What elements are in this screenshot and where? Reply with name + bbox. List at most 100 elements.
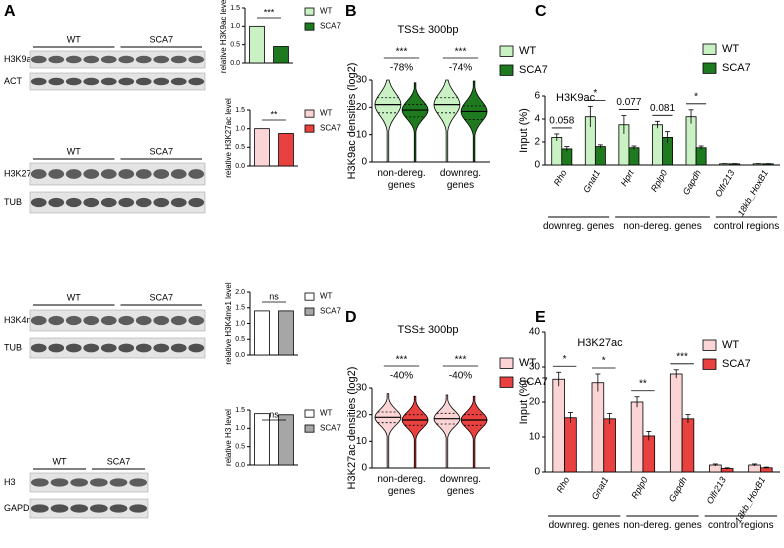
blot-band xyxy=(48,343,65,353)
blot-band xyxy=(153,343,170,353)
blot-band xyxy=(170,315,187,326)
blot-band xyxy=(153,77,170,86)
legend-label: SCA7 xyxy=(320,22,341,31)
bar xyxy=(669,373,683,473)
chart-title: TSS± 300bp xyxy=(397,324,458,336)
blot-band xyxy=(48,197,65,208)
violin xyxy=(401,395,429,469)
group-label-box: downreg. genes xyxy=(542,221,615,232)
blot-row-label: H3K27ac xyxy=(4,168,42,178)
blot-band xyxy=(83,343,100,353)
y-tick-label: 0 xyxy=(534,160,540,171)
blot-band xyxy=(135,197,152,208)
y-tick-label: 2 xyxy=(534,137,540,148)
blot-band xyxy=(170,55,187,64)
bar xyxy=(642,435,656,473)
blot-band xyxy=(83,197,100,208)
bar xyxy=(594,146,606,166)
blot-band xyxy=(100,169,117,179)
y-tick-label: 20 xyxy=(356,102,368,113)
x-tick-label: Gapdh xyxy=(667,475,689,503)
blot-band xyxy=(83,77,100,86)
blot-band xyxy=(135,343,152,353)
blot-row-label: ACT xyxy=(4,76,23,86)
y-axis-label: relative H3K27ac level xyxy=(224,98,233,178)
y-tick-label: 30 xyxy=(356,75,368,86)
group-label-box: non-dereg. genes xyxy=(623,221,701,232)
blot-band xyxy=(170,197,187,208)
blot-image xyxy=(29,162,206,186)
x-tick-label-box: downreg. genes xyxy=(440,474,481,497)
blot-group-label: SCA7 xyxy=(149,292,173,302)
legend-swatch xyxy=(702,358,717,370)
y-tick-label: 10 xyxy=(356,129,368,140)
significance-label: 0.081 xyxy=(650,103,675,114)
blot-image xyxy=(29,191,206,214)
blot-band xyxy=(188,343,205,353)
blot-band xyxy=(188,169,205,179)
blot-band xyxy=(65,169,82,179)
legend-swatch xyxy=(304,7,315,16)
change-label: -40% xyxy=(390,371,413,382)
legend-swatch xyxy=(702,43,717,55)
legend-label: SCA7 xyxy=(320,424,341,433)
legend-swatch xyxy=(304,22,315,31)
blot-band xyxy=(65,343,82,353)
y-tick-label: 1.0 xyxy=(235,425,245,432)
violin xyxy=(460,395,488,469)
blot-image xyxy=(29,309,206,332)
x-tick-label: Gnat1 xyxy=(581,168,602,194)
bar xyxy=(561,148,573,166)
blot-image xyxy=(29,72,206,91)
blot-row-label: GAPDH xyxy=(4,503,36,513)
group-label-box: control regions xyxy=(713,221,780,232)
significance-label: *** xyxy=(455,355,467,366)
blot-band xyxy=(118,55,135,64)
blot-band xyxy=(65,315,82,326)
legend-swatch xyxy=(304,424,315,433)
blot-band xyxy=(153,169,170,179)
bar xyxy=(630,401,644,473)
legend-swatch xyxy=(702,62,717,74)
blot-band xyxy=(109,504,128,513)
significance-label: 0.077 xyxy=(616,97,641,108)
panel-label: E xyxy=(535,309,546,326)
blot-group-label: SCA7 xyxy=(107,456,131,466)
blot-image xyxy=(29,337,206,359)
y-tick-label: 0.0 xyxy=(235,163,245,170)
legend-label: WT xyxy=(519,45,536,57)
bar xyxy=(254,310,270,356)
bar xyxy=(652,124,663,166)
y-tick-label: 20 xyxy=(529,397,541,408)
blot-row-label: H3 xyxy=(4,477,16,487)
blot-band xyxy=(118,169,135,179)
blot-image xyxy=(29,498,149,519)
group-label: downreg. genes xyxy=(542,221,615,232)
y-tick-label: 6 xyxy=(534,91,540,102)
legend-label: SCA7 xyxy=(519,376,548,388)
x-tick-label: 18kb_HoxB1 xyxy=(733,475,767,525)
group-label: control regions xyxy=(713,221,780,232)
blot-band xyxy=(100,343,117,353)
legend-label: SCA7 xyxy=(722,62,751,74)
blot-row-label: TUB xyxy=(4,342,22,352)
blot-band xyxy=(118,343,135,353)
blot-band xyxy=(100,315,117,326)
blot-band xyxy=(135,77,152,86)
violin xyxy=(401,82,429,163)
y-tick-label: 10 xyxy=(356,436,368,447)
y-tick-label: 1.5 xyxy=(235,407,245,414)
panel-label: D xyxy=(345,309,357,326)
blot-band xyxy=(48,169,65,179)
violin xyxy=(433,79,461,163)
legend-swatch xyxy=(304,307,315,316)
blot-band xyxy=(135,315,152,326)
blot-band xyxy=(89,504,108,513)
y-axis-label: relative H3K9ac level xyxy=(219,0,228,73)
bar xyxy=(551,136,563,166)
legend-label: SCA7 xyxy=(320,307,341,316)
legend-label: WT xyxy=(320,292,333,301)
blot-group-label: SCA7 xyxy=(149,34,173,44)
x-tick-label: Rho xyxy=(552,168,569,187)
blot-band xyxy=(30,315,47,326)
